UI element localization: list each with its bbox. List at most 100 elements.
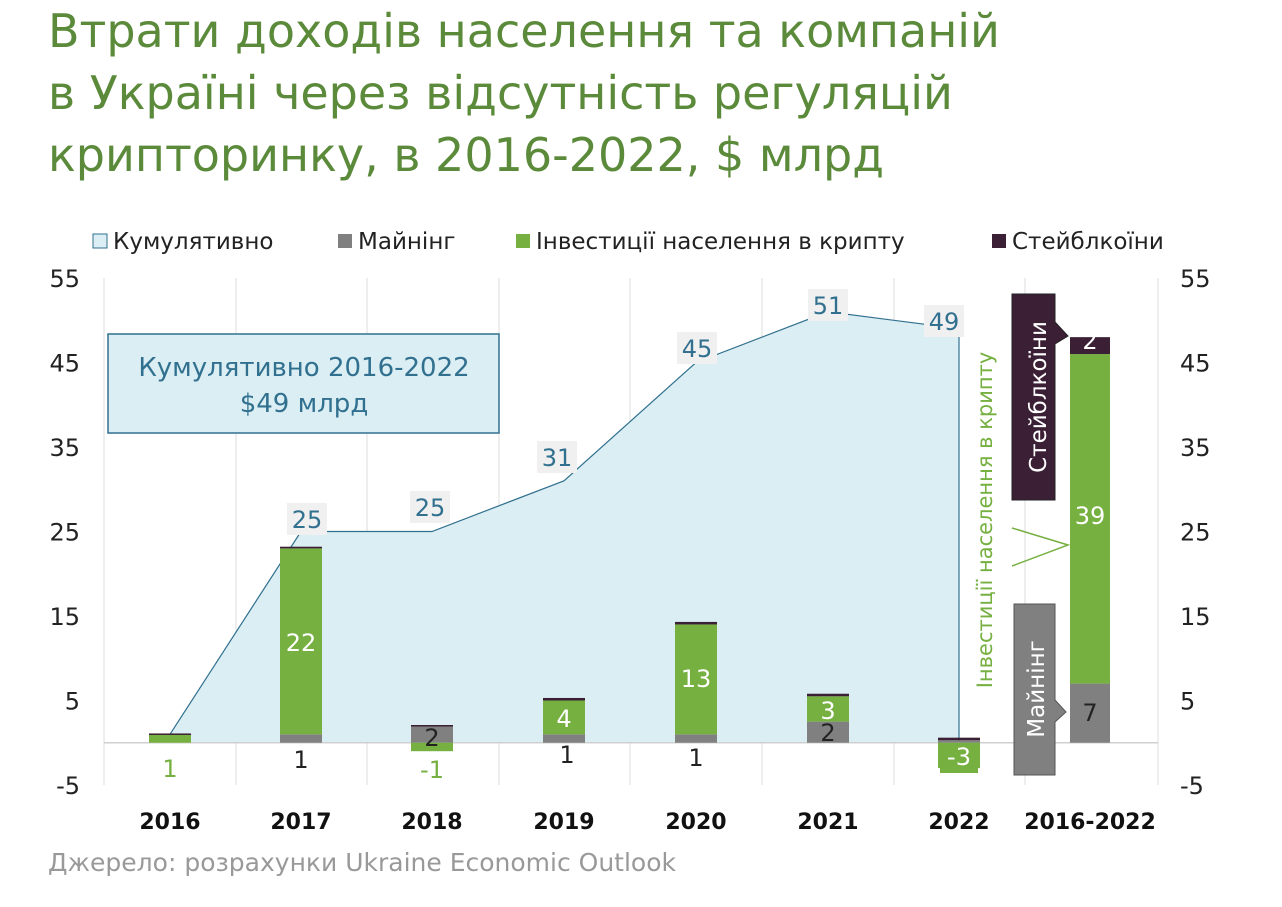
- cumulative-label-bg-2018: [410, 491, 450, 523]
- bar-investments-2016-2022: [1070, 354, 1110, 684]
- y-axis-right: -5 5 15 25 35 45 55: [1180, 265, 1211, 800]
- legend-swatch-3: [992, 234, 1006, 248]
- bar-stablecoins-2017: [280, 546, 322, 549]
- x-tick-2017: 2017: [270, 810, 331, 835]
- title-line-3: крипторинку, в 2016-2022, $ млрд: [48, 128, 885, 182]
- bar-mining-2022: [938, 740, 980, 743]
- bar-stablecoins-2019: [543, 697, 585, 701]
- bar-investments-2018: [411, 742, 453, 752]
- y-tick-left: 45: [49, 350, 80, 378]
- cumulative-label-2020: 45: [682, 335, 713, 363]
- stablecoins-label-2016-2022: 2: [1082, 327, 1097, 355]
- stablecoins-callout-label: Стейблкоїни: [1026, 321, 1052, 473]
- bars: [149, 337, 1110, 769]
- legend-label-1: Майнінг: [358, 229, 455, 255]
- y-axis-left: -5 5 15 25 35 45 55: [49, 265, 80, 800]
- cumulative-label-2017: 25: [292, 506, 323, 534]
- title-line-2: в Україні через відсутність регуляцій: [48, 66, 953, 120]
- bar-investments-2020: [675, 624, 717, 735]
- bar-mining-2020: [675, 734, 717, 743]
- x-tick-2020: 2020: [665, 810, 726, 835]
- cumulative-label-bg-2021: [808, 289, 848, 321]
- legend-swatch-1: [338, 234, 352, 248]
- x-tick-2019: 2019: [533, 810, 594, 835]
- mining-label-2020: 1: [688, 744, 703, 772]
- x-tick-2016: 2016: [139, 810, 200, 835]
- mining-label-2016-2022: 7: [1082, 699, 1097, 727]
- investments-label-2018: -1: [420, 756, 444, 784]
- bar-investments-2019: [543, 700, 585, 735]
- y-tick-right: 25: [1180, 519, 1211, 547]
- cumulative-label-2021: 51: [813, 292, 844, 320]
- bar-stablecoins-2021: [807, 693, 849, 697]
- y-tick-right: 55: [1180, 265, 1211, 293]
- bar-mining-2018: [411, 725, 453, 743]
- investments-label-2021: 3: [820, 697, 835, 725]
- bar-stablecoins-2018: [411, 725, 453, 727]
- bar-investments-2017: [280, 548, 322, 735]
- cumulative-box-line-2: $49 млрд: [240, 389, 369, 419]
- bar-mining-2017: [280, 734, 322, 743]
- cumulative-box: Кумулятивно 2016-2022 $49 млрд: [107, 333, 500, 434]
- legend-swatch-2: [516, 234, 530, 248]
- mining-label-2017: 1: [293, 746, 308, 774]
- y-tick-left: 25: [49, 519, 80, 547]
- y-tick-right: -5: [1180, 772, 1204, 800]
- investments-label-2022: -3: [947, 743, 971, 771]
- title-line-1: Втрати доходів населення та компаній: [48, 4, 1000, 58]
- cumulative-label-2019: 31: [542, 444, 573, 472]
- investments-label-2016: 1: [162, 755, 177, 783]
- bar-mining-2016-2022: [1070, 683, 1110, 743]
- cumulative-box-line-1: Кумулятивно 2016-2022: [138, 353, 469, 383]
- legend-swatch-0: [92, 233, 108, 249]
- x-tick-2018: 2018: [401, 810, 462, 835]
- y-tick-left: -5: [56, 772, 80, 800]
- bar-stablecoins-2020: [675, 621, 717, 625]
- investments-callout-label: Інвестиції населення в крипту: [973, 352, 997, 689]
- legend: Кумулятивно Майнінг Інвестиції населення в…: [92, 229, 1164, 255]
- cumulative-label-2018: 25: [415, 494, 446, 522]
- mining-label-2021: 2: [820, 719, 835, 747]
- cumulative-area: [170, 311, 959, 743]
- bar-stablecoins-2016-2022: [1070, 337, 1110, 355]
- bar-investments-2016: [149, 734, 191, 743]
- bar-mining-2019: [543, 734, 585, 743]
- bar-mining-2021: [807, 721, 849, 743]
- y-tick-right: 15: [1180, 603, 1211, 631]
- y-tick-left: 55: [49, 265, 80, 293]
- y-tick-right: 45: [1180, 350, 1211, 378]
- legend-label-0: Кумулятивно: [113, 229, 273, 255]
- cumulative-line: [169, 311, 960, 743]
- cumulative-label-bg-2017: [287, 503, 327, 535]
- y-tick-left: 5: [65, 688, 80, 716]
- investments-label-2019: 4: [556, 705, 571, 733]
- mining-label-2019: 1: [559, 741, 574, 769]
- mining-callout: Майнінг: [1013, 603, 1067, 776]
- x-tick-2021: 2021: [797, 810, 858, 835]
- investments-label-2020: 13: [681, 665, 712, 693]
- cumulative-label-2022: 49: [929, 308, 960, 336]
- x-tick-2022: 2022: [928, 810, 989, 835]
- cumulative-label-bg-2020: [677, 332, 717, 364]
- y-tick-right: 35: [1180, 434, 1211, 462]
- bar-stablecoins-2016: [149, 733, 191, 735]
- cumulative-label-bg-2022: [924, 305, 964, 337]
- investments-label-2016-2022: 39: [1075, 502, 1106, 530]
- y-tick-left: 15: [49, 603, 80, 631]
- investments-callout: Інвестиції населення в крипту: [973, 352, 1071, 689]
- stablecoins-callout: Стейблкоїни: [1011, 293, 1069, 501]
- source-note: Джерело: розрахунки Ukraine Economic Out…: [48, 848, 677, 877]
- y-tick-left: 35: [49, 434, 80, 462]
- bar-stablecoins-2022: [938, 737, 980, 741]
- y-tick-right: 5: [1180, 688, 1195, 716]
- cumulative-label-bg-2019: [537, 441, 577, 473]
- x-tick-2016-2022: 2016-2022: [1024, 810, 1156, 835]
- chart-title: Втрати доходів населення та компаній в У…: [48, 0, 1248, 186]
- mining-label-2018: 2: [424, 724, 439, 752]
- bar-investments-2021: [807, 696, 849, 722]
- x-axis: 2016 2017 2018 2019 2020 2021 2022 2016-2022: [139, 810, 1155, 835]
- legend-label-3: Стейблкоїни: [1012, 229, 1164, 255]
- mining-callout-label: Майнінг: [1024, 640, 1050, 737]
